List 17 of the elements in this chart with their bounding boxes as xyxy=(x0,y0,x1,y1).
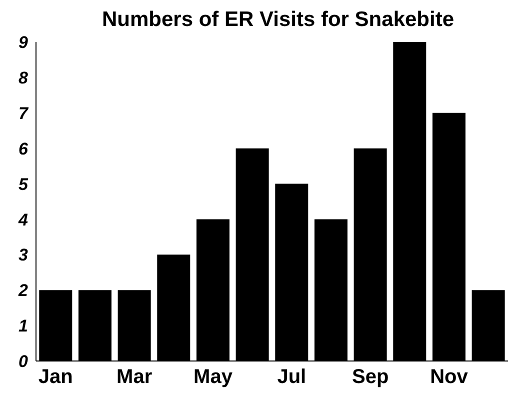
y-tick-label: 2 xyxy=(18,281,29,300)
y-tick-label: 4 xyxy=(18,210,29,230)
x-tick-label: Jul xyxy=(277,366,306,388)
x-tick-label: Mar xyxy=(116,366,152,388)
y-tick-label: 1 xyxy=(18,316,28,336)
y-tick-label: 5 xyxy=(18,174,29,194)
y-tick-label: 3 xyxy=(18,246,29,265)
x-tick-label: May xyxy=(194,366,234,388)
y-tick-label: 6 xyxy=(18,139,29,158)
x-tick-label: Nov xyxy=(430,366,469,388)
y-tick-label: 8 xyxy=(18,68,29,88)
chart-title: Numbers of ER Visits for Snakebite xyxy=(100,8,456,33)
x-tick-label: Sep xyxy=(352,366,389,388)
y-tick-label: 7 xyxy=(18,104,30,123)
y-tick-label: 0 xyxy=(18,352,29,372)
y-tick-label: 9 xyxy=(18,33,29,52)
x-tick-label: Jan xyxy=(38,366,73,388)
